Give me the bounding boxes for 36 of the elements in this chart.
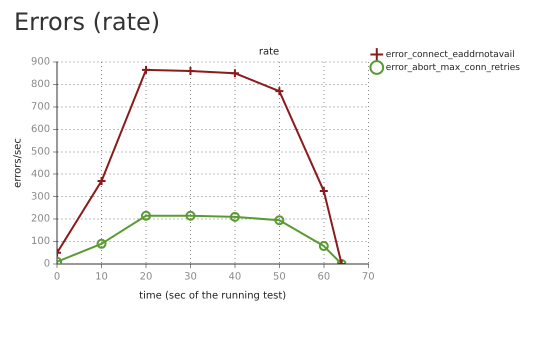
y-tick-label: 500 — [30, 146, 50, 158]
x-tick-label: 60 — [317, 272, 330, 283]
y-tick-label: 700 — [30, 101, 50, 112]
y-axis-title: errors/sec — [12, 138, 24, 188]
y-tick-label: 300 — [30, 191, 50, 202]
x-tick-label: 30 — [184, 272, 197, 283]
y-tick-label: 0 — [44, 258, 50, 270]
point — [318, 241, 329, 252]
x-tick-label: 50 — [273, 272, 286, 283]
x-tick-label: 20 — [140, 272, 152, 283]
legend-label: error_connect_eaddrnotavail — [386, 50, 515, 60]
x-axis-title: time (sec of the running test) — [139, 290, 286, 302]
legend-label: error_abort_max_conn_retries — [386, 62, 520, 73]
chart-subtitle: rate — [258, 46, 280, 58]
y-tick-label: 900 — [30, 56, 50, 68]
chart-title: Errors (rate) — [14, 8, 162, 36]
point — [318, 186, 329, 196]
y-tick-label: 800 — [30, 79, 50, 90]
point — [96, 176, 107, 186]
x-tick-label: 40 — [228, 272, 242, 283]
point — [96, 238, 107, 249]
y-tick-label: 100 — [30, 236, 50, 248]
x-tick-label: 10 — [95, 272, 108, 283]
point — [274, 86, 284, 96]
y-tick-label: 400 — [30, 168, 50, 180]
y-tick-label: 600 — [30, 124, 50, 135]
point — [230, 212, 240, 222]
x-tick-label: 70 — [362, 272, 375, 283]
point — [141, 210, 151, 221]
point — [141, 64, 151, 75]
point — [185, 210, 196, 221]
point — [185, 66, 196, 76]
y-tick-label: 200 — [30, 214, 50, 225]
x-tick-label: 0 — [54, 272, 60, 283]
point — [230, 68, 240, 78]
point — [274, 215, 284, 226]
